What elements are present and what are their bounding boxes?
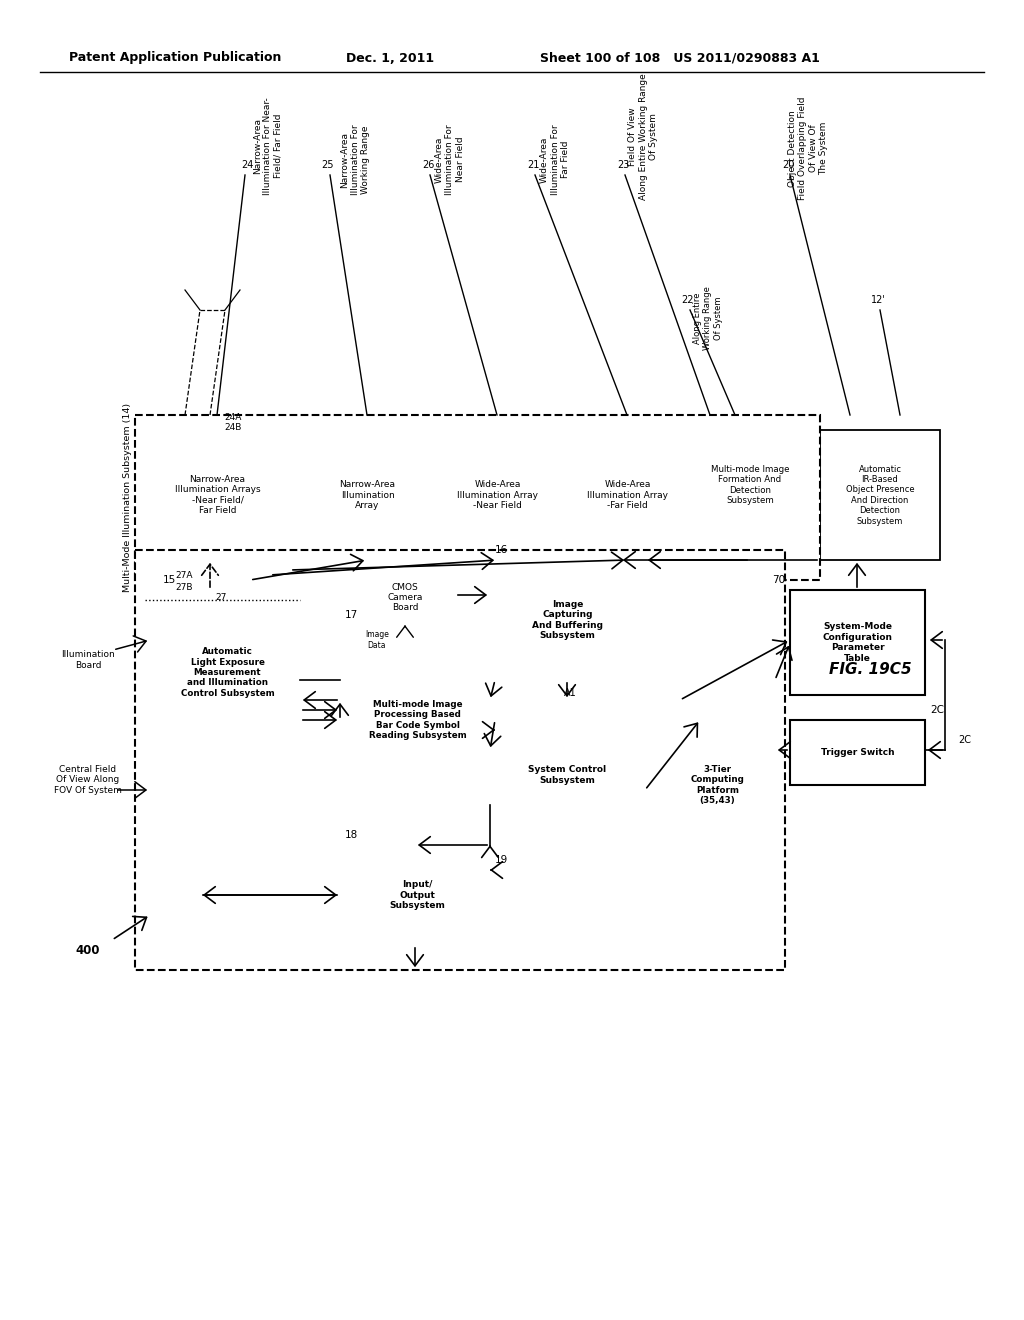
FancyBboxPatch shape <box>155 590 300 755</box>
FancyBboxPatch shape <box>790 719 925 785</box>
Text: 24A: 24A <box>224 413 242 422</box>
Text: 400: 400 <box>76 944 100 957</box>
Text: Wide-Area
Illumination For
Far Field: Wide-Area Illumination For Far Field <box>540 124 570 195</box>
Text: Wide-Area
Illumination Array
-Far Field: Wide-Area Illumination Array -Far Field <box>587 480 668 510</box>
FancyBboxPatch shape <box>145 430 290 560</box>
Text: 24: 24 <box>241 160 253 170</box>
FancyBboxPatch shape <box>695 430 805 560</box>
Text: 25: 25 <box>322 160 334 170</box>
FancyBboxPatch shape <box>135 414 820 579</box>
Text: Narrow-Area
Illumination
Array: Narrow-Area Illumination Array <box>340 480 395 510</box>
Text: A1: A1 <box>563 688 577 698</box>
Text: Image
Capturing
And Buffering
Subsystem: Image Capturing And Buffering Subsystem <box>532 599 603 640</box>
FancyBboxPatch shape <box>440 430 555 560</box>
Text: 12': 12' <box>870 294 886 305</box>
Text: 17: 17 <box>345 610 358 620</box>
Text: 23: 23 <box>616 160 629 170</box>
Text: Object Detection
Field Overlapping Field
Of View Of
The System: Object Detection Field Overlapping Field… <box>787 96 828 201</box>
Text: Wide-Area
Illumination Array
-Near Field: Wide-Area Illumination Array -Near Field <box>457 480 538 510</box>
Text: 2C: 2C <box>958 735 971 744</box>
Text: Narrow-Area
Illumination For
Working Range: Narrow-Area Illumination For Working Ran… <box>340 124 370 195</box>
Text: Wide-Area
Illumination For
Near Field: Wide-Area Illumination For Near Field <box>435 124 465 195</box>
Text: Trigger Switch: Trigger Switch <box>820 748 894 756</box>
Text: CMOS
Camera
Board: CMOS Camera Board <box>387 582 423 612</box>
FancyBboxPatch shape <box>490 560 645 680</box>
Text: Automatic
IR-Based
Object Presence
And Direction
Detection
Subsystem: Automatic IR-Based Object Presence And D… <box>846 465 914 525</box>
FancyBboxPatch shape <box>355 565 455 630</box>
Text: Along Entire
Working Range
Of System: Along Entire Working Range Of System <box>693 286 723 350</box>
Text: 19: 19 <box>495 855 508 865</box>
Text: 16: 16 <box>495 545 508 554</box>
FancyBboxPatch shape <box>570 430 685 560</box>
Text: 20: 20 <box>781 160 795 170</box>
Text: 22: 22 <box>682 294 694 305</box>
Text: FIG. 19C5: FIG. 19C5 <box>828 663 911 677</box>
Text: Multi-mode Image
Processing Based
Bar Code Symbol
Reading Subsystem: Multi-mode Image Processing Based Bar Co… <box>369 700 466 741</box>
Text: 3-Tier
Computing
Platform
(35,43): 3-Tier Computing Platform (35,43) <box>690 764 744 805</box>
FancyBboxPatch shape <box>490 700 645 850</box>
FancyBboxPatch shape <box>340 624 495 795</box>
Text: Illumination
Board: Illumination Board <box>61 651 115 669</box>
FancyBboxPatch shape <box>746 521 769 540</box>
Text: Input/
Output
Subsystem: Input/ Output Subsystem <box>389 880 445 909</box>
Text: Narrow-Area
Illumination For Near-
Field/ Far Field: Narrow-Area Illumination For Near- Field… <box>253 98 283 195</box>
Text: Image
Data: Image Data <box>366 630 389 649</box>
Text: 27: 27 <box>215 594 226 602</box>
Text: Narrow-Area
Illumination Arrays
-Near Field/
Far Field: Narrow-Area Illumination Arrays -Near Fi… <box>175 475 260 515</box>
Text: 26: 26 <box>422 160 434 170</box>
Text: 27B: 27B <box>175 583 193 593</box>
Text: Multi-mode Image
Formation And
Detection
Subsystem: Multi-mode Image Formation And Detection… <box>711 465 790 506</box>
FancyBboxPatch shape <box>355 630 400 649</box>
Text: System Control
Subsystem: System Control Subsystem <box>528 766 606 784</box>
FancyBboxPatch shape <box>820 430 940 560</box>
FancyBboxPatch shape <box>720 521 742 540</box>
Text: 21: 21 <box>526 160 540 170</box>
Text: System-Mode
Configuration
Parameter
Table: System-Mode Configuration Parameter Tabl… <box>822 623 893 663</box>
FancyBboxPatch shape <box>660 719 775 850</box>
Text: Multi-Mode Illumination Subsystem (14): Multi-Mode Illumination Subsystem (14) <box>123 403 131 591</box>
FancyBboxPatch shape <box>340 845 495 945</box>
Text: Central Field
Of View Along
FOV Of System: Central Field Of View Along FOV Of Syste… <box>54 766 122 795</box>
Text: 15: 15 <box>163 576 176 585</box>
Text: 24B: 24B <box>224 424 242 433</box>
Text: Sheet 100 of 108   US 2011/0290883 A1: Sheet 100 of 108 US 2011/0290883 A1 <box>540 51 820 65</box>
Text: Field Of View
Along Entire Working Range
Of System: Field Of View Along Entire Working Range… <box>628 73 657 201</box>
Text: 18: 18 <box>345 830 358 840</box>
Text: 70: 70 <box>772 576 785 585</box>
FancyBboxPatch shape <box>310 430 425 560</box>
Text: Automatic
Light Exposure
Measurement
and Illumination
Control Subsystem: Automatic Light Exposure Measurement and… <box>180 647 274 698</box>
FancyBboxPatch shape <box>790 590 925 696</box>
Text: Patent Application Publication: Patent Application Publication <box>69 51 282 65</box>
FancyBboxPatch shape <box>135 550 785 970</box>
Text: 2C: 2C <box>930 705 944 715</box>
Text: 27A: 27A <box>175 572 193 581</box>
Text: Dec. 1, 2011: Dec. 1, 2011 <box>346 51 434 65</box>
